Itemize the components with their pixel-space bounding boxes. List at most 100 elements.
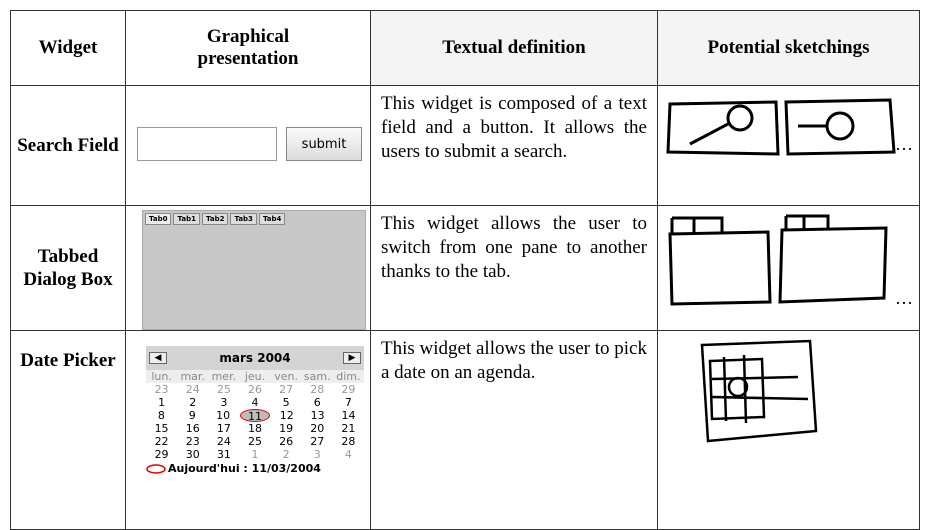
day[interactable]: 2 — [282, 448, 290, 461]
weekday: sam. — [303, 370, 331, 383]
day[interactable]: 25 — [216, 383, 231, 396]
prev-button[interactable]: ◀ — [149, 352, 167, 364]
header-text: Graphical presentation — [197, 26, 299, 69]
tab[interactable]: Tab4 — [258, 213, 286, 225]
day[interactable]: 4 — [251, 396, 259, 409]
calendar-grid: lun. mar. mer. jeu. ven. sam. dim. 23 24 25 26 27 28… — [146, 370, 364, 461]
tab[interactable]: Tab2 — [201, 213, 229, 225]
day[interactable]: 18 — [247, 422, 262, 435]
next-button[interactable]: ▶ — [343, 352, 361, 364]
day[interactable]: 6 — [313, 396, 321, 409]
week-row: 22 23 24 25 26 27 28 — [146, 435, 364, 448]
header-text: Textual definition — [442, 37, 586, 58]
day[interactable]: 23 — [154, 383, 169, 396]
day[interactable]: 26 — [247, 383, 262, 396]
day[interactable]: 31 — [216, 448, 231, 461]
day[interactable]: 19 — [279, 422, 294, 435]
sketch-cell — [657, 330, 920, 530]
header-text: Potential sketchings — [707, 37, 870, 58]
sketch-cell: … — [657, 85, 920, 206]
header-text: Widget — [38, 37, 98, 58]
widget-name: Search Field — [17, 135, 119, 156]
definition-text: This widget allows the user to switch fr… — [381, 213, 647, 282]
day[interactable]: 23 — [185, 435, 200, 448]
definition-text: This widget allows the user to pick a da… — [381, 338, 647, 383]
weekday-row: lun. mar. mer. jeu. ven. sam. dim. — [146, 370, 364, 383]
tab[interactable]: Tab1 — [173, 213, 200, 225]
ellipsis: … — [895, 288, 913, 308]
date-picker: ◀ mars 2004 ▶ lun. mar. mer. jeu. ven. sam. di… — [146, 346, 364, 475]
today-label: Aujourd'hui : 11/03/2004 — [168, 462, 321, 475]
day[interactable]: 26 — [279, 435, 294, 448]
week-row: 1 2 3 4 5 6 7 — [146, 396, 364, 409]
widget-name: Date Picker — [20, 350, 116, 371]
day[interactable]: 10 — [216, 409, 231, 422]
sketch — [666, 98, 896, 156]
definition-cell: This widget allows the user to switch fr… — [370, 205, 658, 331]
day[interactable]: 7 — [344, 396, 352, 409]
day[interactable]: 20 — [310, 422, 325, 435]
weekday: mer. — [211, 370, 237, 383]
header-cell: Textual definition — [370, 10, 658, 86]
tab-strip: Tab0 Tab1 Tab2 Tab3 Tab4 — [143, 211, 365, 227]
month-label: mars 2004 — [219, 351, 291, 365]
day[interactable]: 12 — [279, 409, 294, 422]
day[interactable]: 25 — [247, 435, 262, 448]
calendar-header: ◀ mars 2004 ▶ — [146, 346, 364, 370]
submit-button: submit — [286, 127, 362, 161]
sketch — [668, 214, 888, 306]
day[interactable]: 24 — [216, 435, 231, 448]
week-row: 29 30 31 1 2 3 4 — [146, 448, 364, 461]
day[interactable]: 13 — [310, 409, 325, 422]
day[interactable]: 22 — [154, 435, 169, 448]
day[interactable]: 29 — [154, 448, 169, 461]
day[interactable]: 2 — [189, 396, 197, 409]
day[interactable]: 15 — [154, 422, 169, 435]
day[interactable]: 9 — [188, 409, 196, 422]
day[interactable]: 27 — [310, 435, 325, 448]
day[interactable]: 30 — [185, 448, 200, 461]
header-cell: Widget — [10, 10, 126, 86]
day[interactable]: 27 — [279, 383, 294, 396]
tab[interactable]: Tab3 — [230, 213, 257, 225]
day[interactable]: 3 — [220, 396, 228, 409]
day[interactable]: 17 — [216, 422, 231, 435]
widget-cell: Search Field — [10, 85, 126, 206]
day[interactable]: 21 — [341, 422, 356, 435]
definition-cell: This widget is composed of a text field … — [370, 85, 658, 206]
week-row: 23 24 25 26 27 28 29 — [146, 383, 364, 396]
sketch-cell: … — [657, 205, 920, 331]
widget-cell: Date Picker — [10, 330, 126, 530]
header-cell: Potential sketchings — [657, 10, 920, 86]
day[interactable]: 8 — [157, 409, 165, 422]
ellipsis: … — [895, 134, 913, 154]
page: Widget Graphical presentation Textual de… — [10, 10, 920, 530]
day[interactable]: 16 — [185, 422, 200, 435]
day[interactable]: 1 — [251, 448, 259, 461]
day[interactable]: 14 — [341, 409, 356, 422]
presentation-cell: submit — [125, 85, 371, 206]
weekday: jeu. — [244, 370, 266, 383]
tab[interactable]: Tab0 — [145, 213, 172, 225]
day[interactable]: 1 — [158, 396, 166, 409]
header-cell: Graphical presentation — [125, 10, 371, 86]
day[interactable]: 24 — [185, 383, 200, 396]
week-row: 8 9 10 11 12 13 14 — [146, 409, 364, 423]
widget-name: Tabbed Dialog Box — [23, 246, 113, 290]
day[interactable]: 11 — [239, 409, 270, 423]
day[interactable]: 4 — [344, 448, 352, 461]
day[interactable]: 29 — [341, 383, 356, 396]
weekday: mar. — [180, 370, 205, 383]
weekday: lun. — [151, 370, 172, 383]
day[interactable]: 5 — [282, 396, 290, 409]
tab-pane: Tab0 Tab1 Tab2 Tab3 Tab4 — [142, 210, 366, 330]
week-row: 15 16 17 18 19 20 21 — [146, 422, 364, 435]
day[interactable]: 28 — [310, 383, 325, 396]
today-mark — [146, 463, 166, 474]
day[interactable]: 28 — [341, 435, 356, 448]
definition-text: This widget is composed of a text field … — [381, 93, 647, 162]
text-field — [137, 127, 277, 161]
definition-cell: This widget allows the user to pick a da… — [370, 330, 658, 530]
weekday: dim. — [336, 370, 361, 383]
day[interactable]: 3 — [313, 448, 321, 461]
